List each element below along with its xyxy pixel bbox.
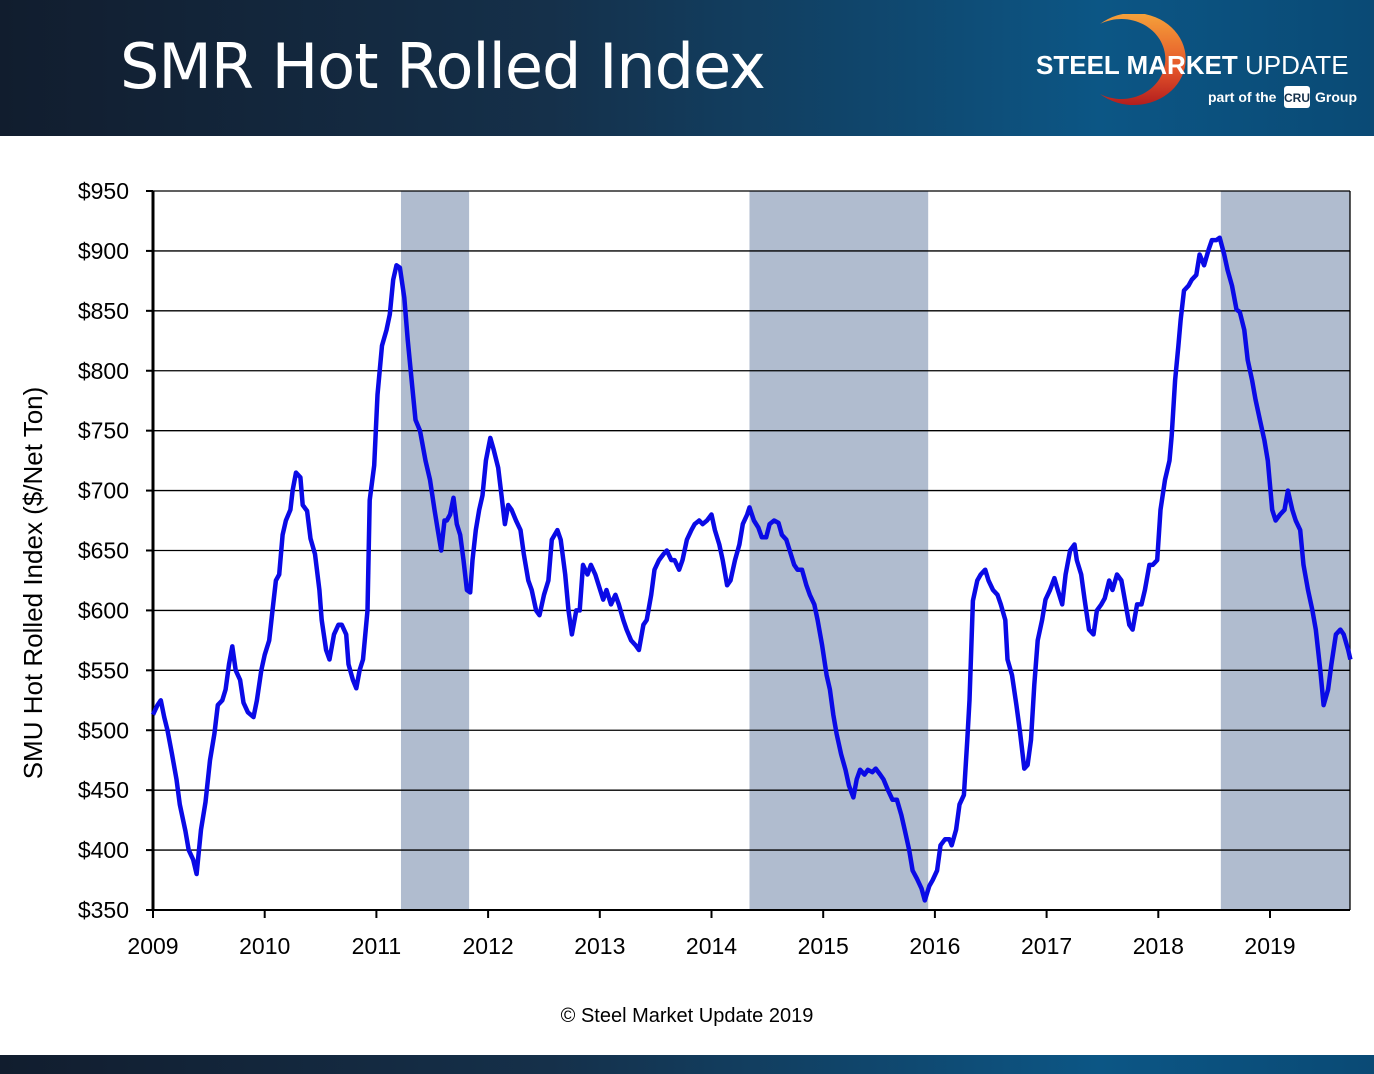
- y-tick-label: $900: [78, 238, 129, 264]
- x-tick-label: 2018: [1133, 933, 1184, 959]
- y-tick-label: $750: [78, 418, 129, 444]
- y-tick-label: $800: [78, 358, 129, 384]
- axes: $350 $400 $450 $500 $550 $600 $650 $700 $750 $800…: [78, 178, 1351, 959]
- series: [150, 235, 1353, 903]
- svg-text:Group: Group: [1315, 89, 1357, 105]
- y-tick-label: $600: [78, 597, 129, 623]
- y-tick-label: $550: [78, 657, 129, 683]
- logo-arc-icon: [1100, 14, 1186, 105]
- hot-rolled-index-chart: $350 $400 $450 $500 $550 $600 $650 $700 $750 $800…: [18, 178, 1353, 959]
- footer-bar: [0, 1055, 1374, 1074]
- steel-market-update-logo: STEEL MARKET UPDATE part of the CRU Grou…: [1036, 14, 1357, 108]
- x-tick-label: 2013: [574, 933, 625, 959]
- x-tick-label: 2015: [798, 933, 849, 959]
- copyright-text: © Steel Market Update 2019: [560, 1005, 814, 1027]
- series-line-hot-rolled-index: [150, 235, 1353, 903]
- x-tick-label: 2014: [686, 933, 737, 959]
- x-tick-label: 2017: [1021, 933, 1072, 959]
- svg-text:STEEL MARKET UPDATE: STEEL MARKET UPDATE: [1036, 50, 1349, 80]
- svg-text:part of the: part of the: [1208, 89, 1277, 105]
- x-tick-label: 2011: [352, 933, 401, 959]
- y-tick-label: $450: [78, 777, 129, 803]
- page-title: SMR Hot Rolled Index: [120, 30, 766, 103]
- y-tick-label: $850: [78, 298, 129, 324]
- y-tick-label: $950: [78, 178, 129, 204]
- y-tick-label: $400: [78, 837, 129, 863]
- x-tick-label: 2010: [239, 933, 290, 959]
- y-tick-label: $350: [78, 897, 129, 923]
- y-tick-label: $500: [78, 717, 129, 743]
- x-tick-label: 2016: [909, 933, 960, 959]
- x-tick-label: 2019: [1244, 933, 1295, 959]
- svg-text:CRU: CRU: [1284, 91, 1310, 105]
- header-banner: SMR Hot Rolled Index STEEL MARKET UPDATE…: [0, 0, 1374, 136]
- y-tick-label: $650: [78, 538, 129, 564]
- x-tick-label: 2009: [127, 933, 178, 959]
- y-tick-label: $700: [78, 478, 129, 504]
- x-tick-label: 2012: [463, 933, 514, 959]
- y-axis-label: SMU Hot Rolled Index ($/Net Ton): [18, 387, 48, 780]
